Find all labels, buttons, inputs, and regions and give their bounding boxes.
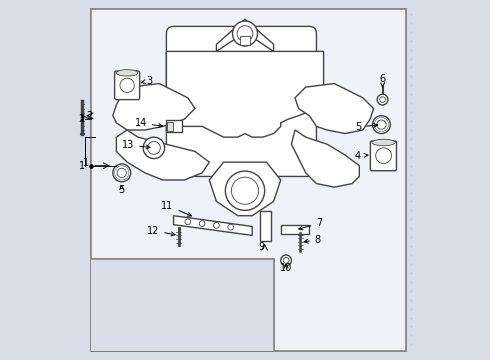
- Text: 9: 9: [258, 242, 264, 252]
- Text: 1: 1: [79, 161, 85, 171]
- Polygon shape: [113, 84, 195, 130]
- Polygon shape: [292, 130, 359, 187]
- Text: 6: 6: [379, 74, 386, 87]
- Text: 7: 7: [299, 219, 323, 230]
- Text: 10: 10: [280, 263, 292, 273]
- FancyBboxPatch shape: [370, 141, 396, 171]
- FancyBboxPatch shape: [115, 71, 140, 100]
- Polygon shape: [217, 19, 273, 51]
- Text: 2: 2: [79, 114, 85, 124]
- Text: 8: 8: [304, 234, 321, 244]
- Text: 13: 13: [122, 140, 150, 150]
- Circle shape: [225, 171, 265, 210]
- Text: 1: 1: [83, 158, 89, 168]
- FancyBboxPatch shape: [92, 9, 406, 351]
- Polygon shape: [173, 216, 252, 235]
- Circle shape: [281, 255, 292, 266]
- Text: 5: 5: [119, 185, 125, 194]
- FancyBboxPatch shape: [167, 26, 317, 176]
- Polygon shape: [167, 51, 323, 137]
- Text: 4: 4: [355, 150, 368, 161]
- Text: 14: 14: [135, 118, 163, 129]
- Text: 11: 11: [161, 201, 192, 216]
- Circle shape: [143, 137, 165, 158]
- FancyBboxPatch shape: [167, 120, 182, 132]
- Ellipse shape: [117, 69, 138, 76]
- Text: 3: 3: [141, 76, 153, 86]
- Polygon shape: [295, 84, 373, 134]
- Circle shape: [372, 116, 391, 134]
- Text: 2: 2: [86, 111, 92, 121]
- Polygon shape: [92, 9, 406, 351]
- FancyBboxPatch shape: [260, 211, 270, 242]
- Circle shape: [232, 21, 258, 46]
- FancyBboxPatch shape: [241, 36, 249, 45]
- Ellipse shape: [372, 139, 395, 146]
- FancyBboxPatch shape: [92, 258, 273, 351]
- Polygon shape: [209, 162, 281, 216]
- Circle shape: [113, 164, 131, 182]
- Polygon shape: [117, 130, 209, 180]
- Text: 12: 12: [147, 226, 175, 236]
- Text: 5: 5: [355, 122, 378, 132]
- Circle shape: [377, 94, 388, 105]
- FancyBboxPatch shape: [168, 122, 173, 131]
- FancyBboxPatch shape: [281, 225, 309, 234]
